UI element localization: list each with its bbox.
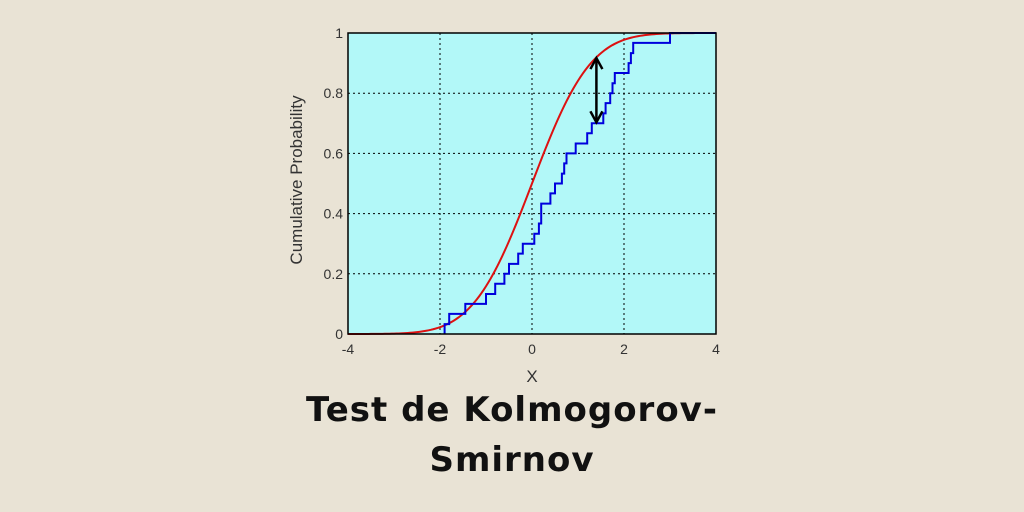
ks-distance-arrow — [589, 55, 604, 125]
theoretical-cdf-line — [347, 32, 717, 335]
empirical-cdf-step-line — [443, 32, 716, 334]
page-title-line-2: Smirnov — [429, 440, 595, 480]
y-tick-label: 0.8 — [324, 85, 344, 101]
y-axis-label: Cumulative Probability — [287, 95, 306, 265]
x-tick-label: 4 — [712, 341, 720, 357]
x-axis-label: X — [526, 367, 537, 386]
ks-chart: -4 -2 0 2 4 0 0.2 0.4 0.6 0.8 1 X Cumulative Prob… — [287, 25, 720, 386]
y-tick-label: 0.4 — [324, 206, 344, 222]
y-tick-label: 1 — [335, 25, 343, 41]
x-tick-label: 2 — [620, 341, 628, 357]
x-tick-label: -2 — [434, 341, 447, 357]
plot-frame — [347, 32, 717, 335]
y-axis-ticks: 0 0.2 0.4 0.6 0.8 1 — [324, 25, 344, 342]
y-tick-label: 0.6 — [324, 145, 344, 161]
x-tick-label: -4 — [342, 341, 355, 357]
x-axis-ticks: -4 -2 0 2 4 — [342, 341, 720, 357]
y-tick-label: 0 — [335, 326, 343, 342]
y-tick-label: 0.2 — [324, 266, 344, 282]
page-title-line-1: Test de Kolmogorov- — [306, 390, 718, 430]
x-tick-label: 0 — [528, 341, 536, 357]
